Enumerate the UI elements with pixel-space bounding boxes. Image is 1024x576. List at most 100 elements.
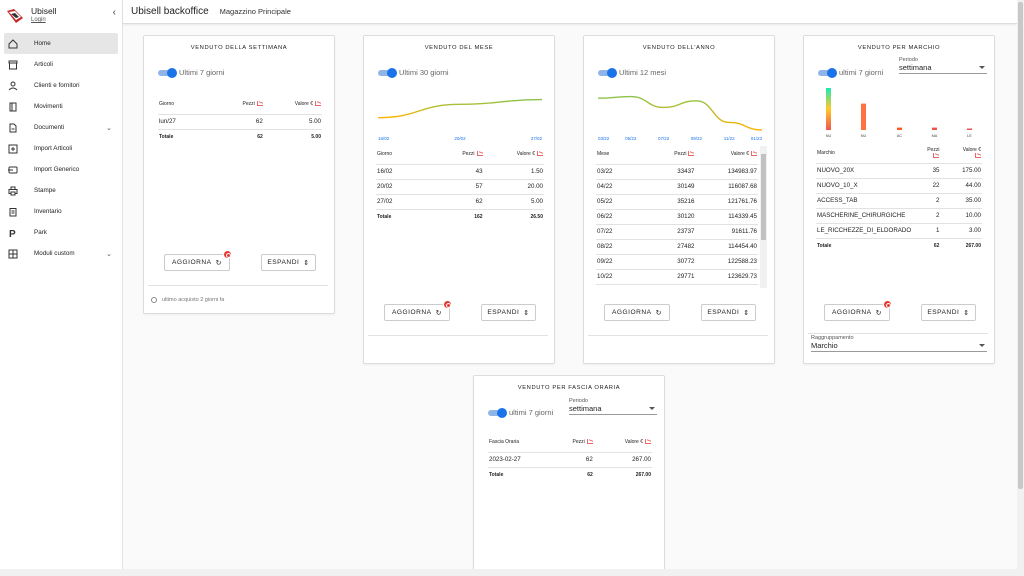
period-label: Periodo (899, 57, 918, 63)
card-hourly-sales: VENDUTO PER FASCIA ORARIA ultimi 7 giorn… (473, 375, 665, 575)
expand-button[interactable]: ESPANDI ⇕ (481, 304, 536, 321)
login-link[interactable]: Login (31, 17, 46, 23)
refresh-button[interactable]: AGGIORNA ↻ (384, 304, 450, 321)
col-pezzi[interactable]: Pezzi (548, 432, 594, 453)
park-icon: P (8, 228, 18, 238)
chart-icon[interactable] (537, 150, 543, 156)
chevron-down-icon[interactable]: ⌄ (106, 250, 112, 258)
table-row: 20/02 57 20.00 (376, 179, 544, 195)
chart-icon[interactable] (586, 438, 593, 444)
chart-icon[interactable] (476, 150, 483, 156)
chart-icon[interactable] (645, 438, 651, 444)
col-valore[interactable]: Valore € (695, 144, 758, 165)
expand-button[interactable]: ESPANDI ⇕ (701, 304, 756, 321)
sidebar-item-park[interactable]: P Park (0, 222, 122, 243)
card-title: VENDUTO PER MARCHIO (857, 45, 941, 51)
chart-icon[interactable] (933, 152, 940, 158)
refresh-button[interactable]: AGGIORNA ↻ (824, 304, 890, 321)
sidebar-item-import-articoli[interactable]: Import Articoli (0, 138, 122, 159)
grouping-label: Raggruppamento (811, 335, 854, 341)
col-valore[interactable]: Valore € (593, 432, 652, 453)
chevron-down-icon[interactable]: ⌄ (106, 124, 112, 132)
table-row: 08/22 27482 114454.40 (596, 239, 758, 255)
toggle-last-7-days[interactable]: Ultimi 7 giorni (158, 67, 224, 78)
sidebar-item-movimenti[interactable]: Movimenti (0, 96, 122, 117)
sidebar-item-clienti-e-fornitori[interactable]: Clienti e fornitori (0, 75, 122, 96)
sidebar-item-moduli-custom[interactable]: Moduli custom ⌄ (0, 243, 122, 264)
table-row: 06/22 30120 114339.45 (596, 209, 758, 225)
total-row: Totale 62 267.00 (489, 471, 651, 478)
x-tick-label: 09/22 (691, 136, 703, 141)
year-table-scroll[interactable]: Mese Pezzi Valore € 03/22 33437 134983.97 … (596, 144, 768, 288)
x-tick-label: AC (897, 134, 903, 138)
divider (368, 335, 548, 336)
refresh-icon: ↻ (215, 259, 222, 267)
table-row: 07/22 23737 91611.76 (596, 224, 758, 240)
sidebar-item-documenti[interactable]: Documenti ⌄ (0, 117, 122, 138)
col-valore[interactable]: Valore € (483, 144, 544, 165)
period-select[interactable]: Periodo settimana (899, 57, 987, 74)
refresh-button[interactable]: AGGIORNA ↻ (164, 254, 230, 271)
sidebar-item-label: Documenti (34, 124, 65, 131)
col-pezzi[interactable]: Pezzi (651, 144, 696, 165)
last-purchase-info: ultimo acquisto 2 giorni fa (151, 297, 224, 303)
page-horizontal-scrollbar[interactable] (0, 569, 1017, 576)
x-tick-label: 05/22 (625, 136, 637, 141)
table-row: lun/27 62 5.00 (158, 114, 322, 130)
table-row: 27/02 62 5.00 (376, 194, 544, 210)
col-valore[interactable]: Valore € (940, 143, 982, 164)
divider (148, 285, 328, 286)
brand-bar-chart: NU NU AC MA LE (826, 88, 972, 138)
card-brand-sales: VENDUTO PER MARCHIO ultimi 7 giorni Peri… (803, 35, 995, 364)
toggle-last-7-days[interactable]: ultimi 7 giorni (488, 407, 553, 418)
sidebar-item-inventario[interactable]: Inventario (0, 201, 122, 222)
period-value[interactable]: settimana (569, 404, 657, 415)
grouping-select[interactable]: Raggruppamento Marchio (811, 335, 987, 352)
table-scrollbar[interactable] (760, 146, 767, 288)
toggle-last-7-days[interactable]: ultimi 7 giorni (818, 67, 883, 78)
toggle-switch[interactable] (488, 407, 507, 418)
collapse-sidebar-icon[interactable]: ‹ (112, 7, 116, 18)
chart-icon[interactable] (256, 100, 263, 106)
total-row: Totale 162 26.50 (377, 213, 543, 220)
col-giorno: Giorno (158, 94, 218, 115)
table-row: NUOVO_20X 35 175.00 (816, 163, 982, 179)
chart-icon[interactable] (975, 152, 981, 158)
store-name[interactable]: Magazzino Principale (219, 7, 291, 16)
chart-icon[interactable] (315, 100, 321, 106)
expand-button[interactable]: ESPANDI ⇕ (921, 304, 976, 321)
col-pezzi[interactable]: Pezzi (912, 143, 941, 164)
period-value[interactable]: settimana (899, 63, 987, 74)
toggle-switch[interactable] (378, 67, 397, 78)
brand-table: Marchio Pezzi Valore € NUOVO_20X 35 175.00… (816, 143, 982, 253)
unfold-icon: ⇕ (743, 309, 750, 317)
chart-icon[interactable] (751, 150, 757, 156)
sidebar-item-label: Inventario (34, 208, 62, 215)
grouping-value[interactable]: Marchio (811, 341, 987, 352)
col-pezzi[interactable]: Pezzi (436, 144, 484, 165)
toggle-last-30-days[interactable]: Ultimi 30 giorni (378, 67, 449, 78)
period-label: Periodo (569, 398, 588, 404)
toggle-last-12-months[interactable]: Ultimi 12 mesi (598, 67, 666, 78)
toggle-switch[interactable] (818, 67, 837, 78)
table-row: LE_RICCHEZZE_DI_ELDORADO 1 3.00 (816, 223, 982, 239)
sidebar-item-articoli[interactable]: Articoli (0, 54, 122, 75)
bar (826, 88, 831, 130)
period-select[interactable]: Periodo settimana (569, 398, 657, 415)
sidebar-item-home[interactable]: Home (4, 33, 118, 54)
total-row: Totale 62 267.00 (817, 242, 981, 249)
sidebar-item-stampe[interactable]: Stampe (0, 180, 122, 201)
sidebar-item-import-generico[interactable]: Import Generico (0, 159, 122, 180)
toggle-switch[interactable] (158, 67, 177, 78)
table-row: ACCESS_TAB 2 35.00 (816, 193, 982, 209)
refresh-button[interactable]: AGGIORNA ↻ (604, 304, 670, 321)
document-icon (8, 123, 18, 133)
col-valore[interactable]: Valore € (263, 94, 322, 115)
toggle-switch[interactable] (598, 67, 617, 78)
chart-icon[interactable] (688, 150, 695, 156)
expand-button[interactable]: ESPANDI ⇕ (261, 254, 316, 271)
sidebar-item-label: Moduli custom (34, 250, 75, 257)
sidebar-item-label: Movimenti (34, 103, 63, 110)
col-pezzi[interactable]: Pezzi (218, 94, 264, 115)
page-scrollbar[interactable] (1017, 0, 1024, 576)
